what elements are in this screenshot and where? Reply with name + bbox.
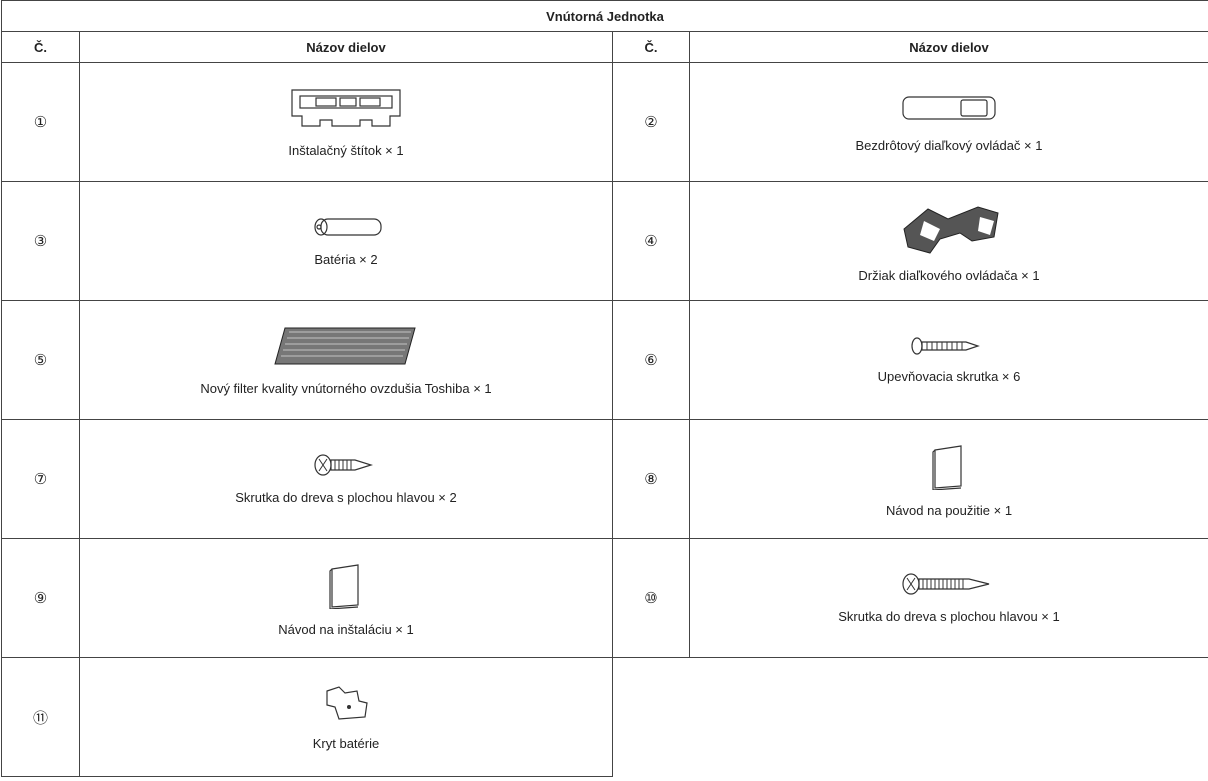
table-row: ⑤ Nový filter kvality vnútorného ovzdušia…	[1, 300, 1208, 420]
part-cell: Skrutka do dreva s plochou hlavou × 1	[689, 538, 1208, 658]
part-icon	[690, 336, 1208, 359]
table-row: ③ Batéria × 2 ④ Držiak diaľkového ovládača …	[1, 181, 1208, 301]
part-number: ③	[1, 181, 80, 301]
part-icon	[690, 440, 1208, 493]
part-name: Batéria × 2	[314, 252, 378, 267]
part-icon	[80, 683, 612, 726]
part-cell: Návod na použitie × 1	[689, 419, 1208, 539]
part-name: Držiak diaľkového ovládača × 1	[858, 268, 1040, 283]
column-header: Č.	[612, 31, 690, 63]
part-icon	[690, 572, 1208, 599]
part-cell: Návod na inštaláciu × 1	[79, 538, 613, 658]
part-icon	[690, 199, 1208, 258]
table-row: ⑦ Skrutka do dreva s plochou hlavou × 2 ⑧ N…	[1, 419, 1208, 539]
part-number: ④	[612, 181, 690, 301]
part-cell: Inštalačný štítok × 1	[79, 62, 613, 182]
part-icon	[80, 559, 612, 612]
column-header: Názov dielov	[689, 31, 1208, 63]
part-cell: Bezdrôtový diaľkový ovládač × 1	[689, 62, 1208, 182]
part-number: ⑦	[1, 419, 80, 539]
part-icon	[80, 215, 612, 242]
part-name: Inštalačný štítok × 1	[288, 143, 404, 158]
table-row: ⑨ Návod na inštaláciu × 1 ⑩ Skrutka do drev…	[1, 538, 1208, 658]
part-number: ⑪	[1, 657, 80, 777]
part-name: Upevňovacia skrutka × 6	[877, 369, 1021, 384]
part-number: ②	[612, 62, 690, 182]
part-name: Nový filter kvality vnútorného ovzdušia …	[200, 381, 492, 396]
part-cell: Držiak diaľkového ovládača × 1	[689, 181, 1208, 301]
part-cell: Kryt batérie	[79, 657, 613, 777]
part-number: ⑤	[1, 300, 80, 420]
part-number: ①	[1, 62, 80, 182]
column-header: Č.	[1, 31, 80, 63]
part-name: Bezdrôtový diaľkový ovládač × 1	[855, 138, 1043, 153]
part-number: ⑩	[612, 538, 690, 658]
part-name: Skrutka do dreva s plochou hlavou × 1	[838, 609, 1060, 624]
part-cell: Batéria × 2	[79, 181, 613, 301]
empty-cell	[612, 657, 1208, 777]
part-cell: Skrutka do dreva s plochou hlavou × 2	[79, 419, 613, 539]
part-cell: Nový filter kvality vnútorného ovzdušia …	[79, 300, 613, 420]
part-number: ⑥	[612, 300, 690, 420]
part-icon	[80, 86, 612, 133]
part-number: ⑧	[612, 419, 690, 539]
part-icon	[690, 91, 1208, 128]
table-title: Vnútorná Jednotka	[1, 0, 1208, 32]
part-name: Skrutka do dreva s plochou hlavou × 2	[235, 490, 457, 505]
table-row: ① Inštalačný štítok × 1 ② Bezdrôtový diaľko…	[1, 62, 1208, 182]
part-name: Kryt batérie	[312, 736, 380, 751]
part-icon	[80, 324, 612, 371]
part-cell: Upevňovacia skrutka × 6	[689, 300, 1208, 420]
part-number: ⑨	[1, 538, 80, 658]
column-header: Názov dielov	[79, 31, 613, 63]
part-icon	[80, 453, 612, 480]
part-name: Návod na použitie × 1	[885, 503, 1013, 518]
table-row: ⑪ Kryt batérie	[1, 657, 1208, 777]
part-name: Návod na inštaláciu × 1	[278, 622, 414, 637]
